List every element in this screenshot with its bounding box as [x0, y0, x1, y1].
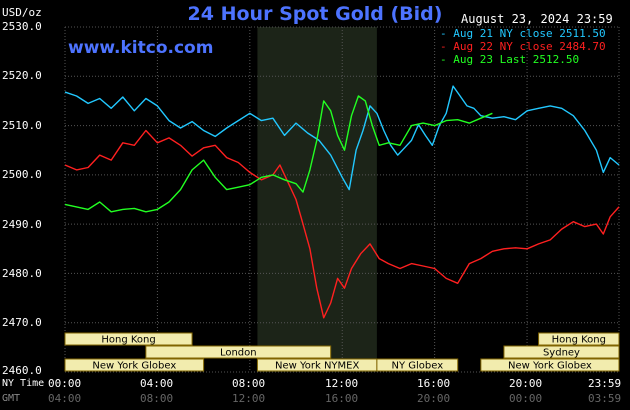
session-label: NY Globex: [391, 361, 443, 372]
y-tick-label: 2460.0: [2, 364, 42, 377]
legend-marker: -: [440, 53, 447, 66]
x-tick-label-gmt: 20:00: [417, 392, 451, 405]
y-tick-label: 2510.0: [2, 119, 42, 132]
legend-label: Aug 22 NY close 2484.70: [453, 40, 606, 53]
legend-item-aug22: - Aug 22 NY close 2484.70: [440, 40, 606, 53]
x-tick-label-gmt: 08:00: [140, 392, 174, 405]
session-bar: [480, 358, 620, 372]
y-tick-label: 2530.0: [2, 20, 42, 33]
x-tick-label: 08:00: [232, 377, 266, 390]
y-tick-label: 2470.0: [2, 316, 42, 329]
x-tick-label: 00:00: [48, 377, 82, 390]
session-bar: [503, 345, 620, 359]
session-label: New York Globex: [92, 361, 176, 372]
session-bar: [64, 358, 205, 372]
y-tick-label: 2490.0: [2, 218, 42, 231]
series-line: [64, 85, 620, 191]
x-tick-label-gmt: 12:00: [232, 392, 266, 405]
chart-date: August 23, 2024 23:59: [461, 12, 613, 26]
ny-time-label: NY Time: [2, 378, 45, 389]
session-label: New York Globex: [508, 361, 592, 372]
y-tick-label: 2500.0: [2, 168, 42, 181]
session-label: Sydney: [543, 348, 580, 359]
y-tick-label: 2520.0: [2, 69, 42, 82]
session-label: Hong Kong: [552, 335, 606, 346]
legend-marker: -: [440, 27, 447, 40]
session-label: New York NYMEX: [275, 361, 360, 372]
price-series: [64, 85, 620, 319]
legend-item-aug23: - Aug 23 Last 2512.50: [440, 53, 606, 66]
series-line: [64, 95, 493, 213]
x-tick-label-gmt: 16:00: [325, 392, 359, 405]
chart-title: 24 Hour Spot Gold (Bid): [187, 3, 443, 25]
x-tick-label: 20:00: [509, 377, 543, 390]
legend-label: Aug 21 NY close 2511.50: [453, 27, 606, 40]
session-bar: [538, 332, 620, 346]
session-bar: [64, 332, 193, 346]
session-label: London: [220, 348, 257, 359]
x-tick-label-gmt: 04:00: [48, 392, 82, 405]
x-tick-label-gmt: 00:00: [509, 392, 543, 405]
unit-label: USD/oz: [2, 6, 42, 19]
x-tick-label: 16:00: [417, 377, 451, 390]
nymex-shading: [257, 27, 377, 372]
session-label: Hong Kong: [101, 335, 155, 346]
x-tick-label: 12:00: [325, 377, 359, 390]
nymex-session-band: [257, 27, 377, 372]
session-bar: [145, 345, 332, 359]
series-line: [64, 129, 620, 319]
grid-lines: [64, 26, 620, 373]
session-bar: [376, 358, 459, 372]
x-tick-label-gmt: 03:59: [588, 392, 622, 405]
x-tick-label: 23:59: [588, 377, 622, 390]
x-tick-label: 04:00: [140, 377, 174, 390]
legend-marker: -: [440, 40, 447, 53]
legend-item-aug21: - Aug 21 NY close 2511.50: [440, 27, 606, 40]
gmt-label: GMT: [2, 393, 21, 404]
legend: - Aug 21 NY close 2511.50 - Aug 22 NY cl…: [440, 27, 606, 66]
site-url: www.kitco.com: [68, 38, 214, 58]
y-tick-label: 2480.0: [2, 267, 42, 280]
trading-sessions: Hong Kong London New York Globex New York N…: [64, 332, 620, 372]
legend-label: Aug 23 Last 2512.50: [453, 53, 580, 66]
